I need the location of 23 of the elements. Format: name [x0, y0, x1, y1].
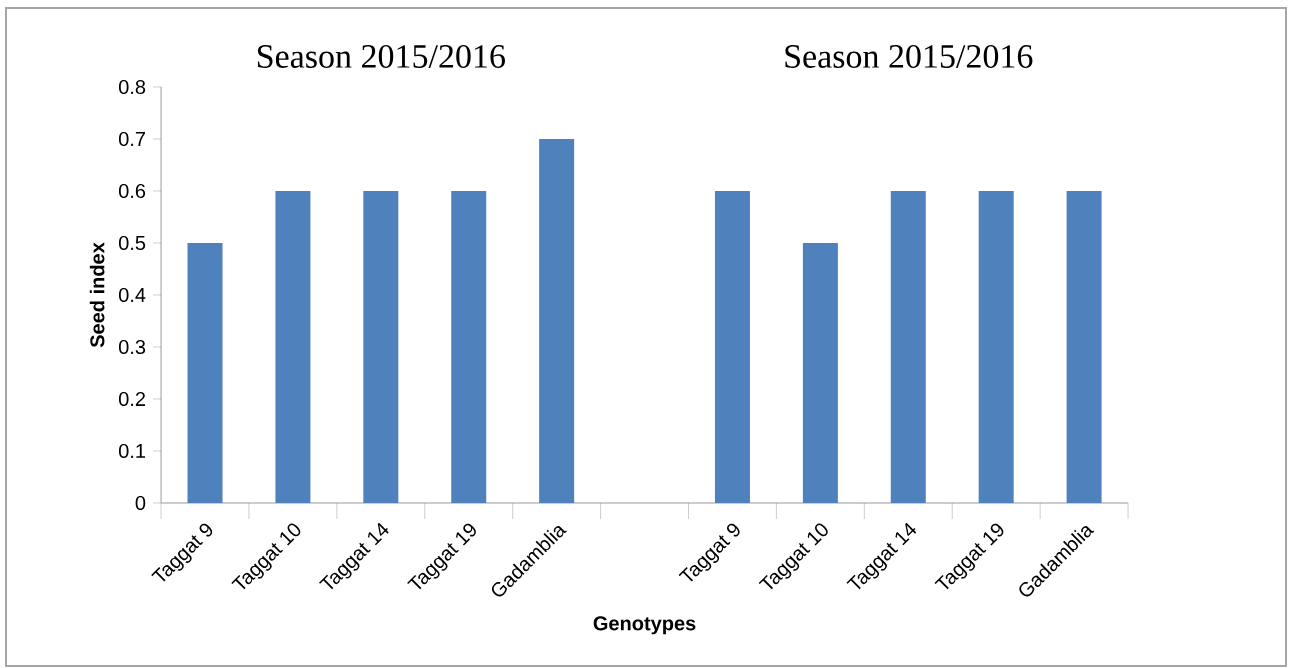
y-tick-label: 0.4: [118, 287, 146, 303]
bar: [451, 191, 487, 503]
bar: [978, 191, 1014, 503]
bar: [890, 191, 926, 503]
text: Season 2015/2016: [257, 44, 505, 68]
y-tick-label: 0: [135, 495, 146, 511]
bar: [1066, 191, 1102, 503]
bar: [539, 139, 575, 503]
x-axis-title: Genotypes: [593, 616, 696, 635]
bar: [714, 191, 750, 503]
bar: [363, 191, 399, 503]
bar: [187, 243, 223, 503]
y-tick-label: 0.3: [118, 339, 146, 355]
bar: [802, 243, 838, 503]
y-tick-label: 0.6: [118, 183, 146, 199]
y-axis-title: Seed index: [89, 242, 105, 348]
y-tick-label: 0.5: [118, 235, 146, 251]
y-tick-label: 0.2: [118, 391, 145, 407]
text: Season 2015/2016: [785, 44, 1033, 68]
bar: [275, 191, 311, 503]
y-tick-label: 0.8: [118, 79, 146, 95]
y-tick-label: 0.7: [118, 131, 145, 147]
y-tick-label: 0.1: [118, 443, 146, 459]
